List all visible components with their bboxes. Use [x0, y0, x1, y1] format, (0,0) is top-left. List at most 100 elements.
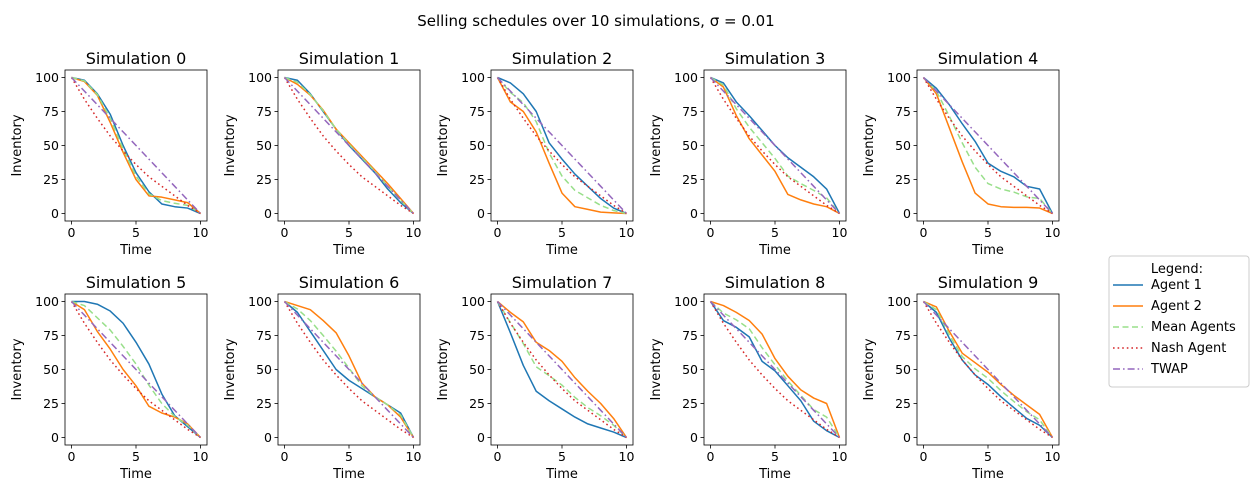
x-tick-label: 10	[1045, 449, 1061, 464]
y-axis-label: Inventory	[10, 114, 25, 176]
legend-frame	[1108, 255, 1250, 388]
y-tick-label: 50	[682, 362, 698, 377]
subplot-title: Simulation 0	[86, 49, 187, 68]
series-line-agent-2	[284, 76, 415, 214]
subplot-title: Simulation 8	[725, 273, 826, 292]
series-line-mean-agents	[284, 300, 415, 438]
subplot-title: Simulation 2	[512, 49, 613, 68]
y-tick-label: 100	[887, 294, 911, 309]
x-tick-label: 10	[193, 449, 209, 464]
x-tick-label: 5	[132, 225, 140, 240]
x-axis-label: Time	[119, 467, 152, 482]
y-axis-label: Inventory	[436, 338, 451, 400]
y-tick-label: 25	[256, 396, 272, 411]
y-tick-label: 50	[469, 362, 485, 377]
y-tick-label: 0	[477, 430, 485, 445]
x-axis-label: Time	[545, 467, 578, 482]
x-tick-label: 5	[771, 225, 779, 240]
y-tick-label: 75	[895, 328, 911, 343]
y-tick-label: 25	[895, 396, 911, 411]
x-tick-label: 10	[406, 449, 422, 464]
x-tick-label: 5	[771, 449, 779, 464]
y-tick-label: 50	[43, 362, 59, 377]
x-axis-label: Time	[758, 243, 791, 258]
y-tick-label: 75	[895, 104, 911, 119]
y-tick-label: 0	[51, 206, 59, 221]
series-line-twap	[496, 300, 628, 439]
y-tick-label: 100	[461, 70, 485, 85]
x-tick-label: 5	[345, 225, 353, 240]
x-tick-label: 10	[406, 225, 422, 240]
series-line-mean-agents	[71, 300, 202, 439]
series-line-twap	[496, 76, 628, 215]
y-tick-label: 0	[264, 206, 272, 221]
y-axis-label: Inventory	[223, 114, 238, 176]
x-tick-label: 5	[345, 449, 353, 464]
series-line-agent-2	[710, 76, 840, 215]
series-line-agent-1	[71, 76, 201, 215]
y-tick-label: 0	[51, 430, 59, 445]
subplot-title: Simulation 7	[512, 273, 613, 292]
y-tick-label: 25	[469, 396, 485, 411]
series-line-agent-2	[496, 77, 627, 215]
subplot-title: Simulation 6	[299, 273, 400, 292]
x-tick-label: 0	[920, 449, 928, 464]
y-tick-label: 50	[895, 362, 911, 377]
y-tick-label: 25	[256, 172, 272, 187]
y-tick-label: 75	[43, 104, 59, 119]
y-tick-label: 50	[43, 138, 59, 153]
y-tick-label: 50	[469, 138, 485, 153]
x-axis-label: Time	[119, 243, 152, 258]
x-axis-label: Time	[332, 467, 365, 482]
x-tick-label: 10	[619, 225, 635, 240]
series-line-agent-1	[923, 300, 1054, 439]
y-tick-label: 25	[895, 172, 911, 187]
y-tick-label: 75	[469, 328, 485, 343]
y-tick-label: 100	[674, 70, 698, 85]
legend-title: Legend:	[1151, 262, 1203, 277]
series-line-twap	[709, 300, 841, 439]
x-tick-label: 5	[984, 449, 992, 464]
x-tick-label: 5	[558, 225, 566, 240]
legend-items: Agent 1 Agent 2 Mean Agents Nash Agent TWAP	[1113, 278, 1236, 377]
series-line-twap	[283, 300, 415, 439]
y-tick-label: 0	[477, 206, 485, 221]
x-axis-label: Time	[758, 467, 791, 482]
subplot-title: Simulation 4	[938, 49, 1039, 68]
y-tick-label: 50	[895, 138, 911, 153]
x-tick-label: 0	[494, 449, 502, 464]
legend-label-twap: TWAP	[1150, 362, 1188, 377]
x-tick-label: 0	[494, 225, 502, 240]
subplot-title: Simulation 5	[86, 273, 187, 292]
x-tick-label: 0	[68, 449, 76, 464]
x-tick-label: 0	[920, 225, 928, 240]
y-tick-label: 25	[469, 172, 485, 187]
x-axis-label: Time	[332, 243, 365, 258]
y-tick-label: 75	[469, 104, 485, 119]
y-axis-label: Inventory	[436, 114, 451, 176]
y-tick-label: 50	[256, 138, 272, 153]
series-line-agent-2	[922, 77, 1053, 215]
series-line-mean-agents	[496, 301, 628, 439]
y-axis-label: Inventory	[10, 338, 25, 400]
y-tick-label: 100	[35, 70, 59, 85]
y-tick-label: 25	[43, 172, 59, 187]
y-axis-label: Inventory	[862, 338, 877, 400]
y-tick-label: 100	[674, 294, 698, 309]
y-tick-label: 100	[35, 294, 59, 309]
x-tick-label: 0	[707, 449, 715, 464]
y-axis-label: Inventory	[223, 338, 238, 400]
x-axis-label: Time	[971, 467, 1004, 482]
x-tick-label: 0	[68, 225, 76, 240]
x-tick-label: 5	[558, 449, 566, 464]
series-line-twap	[922, 76, 1054, 215]
